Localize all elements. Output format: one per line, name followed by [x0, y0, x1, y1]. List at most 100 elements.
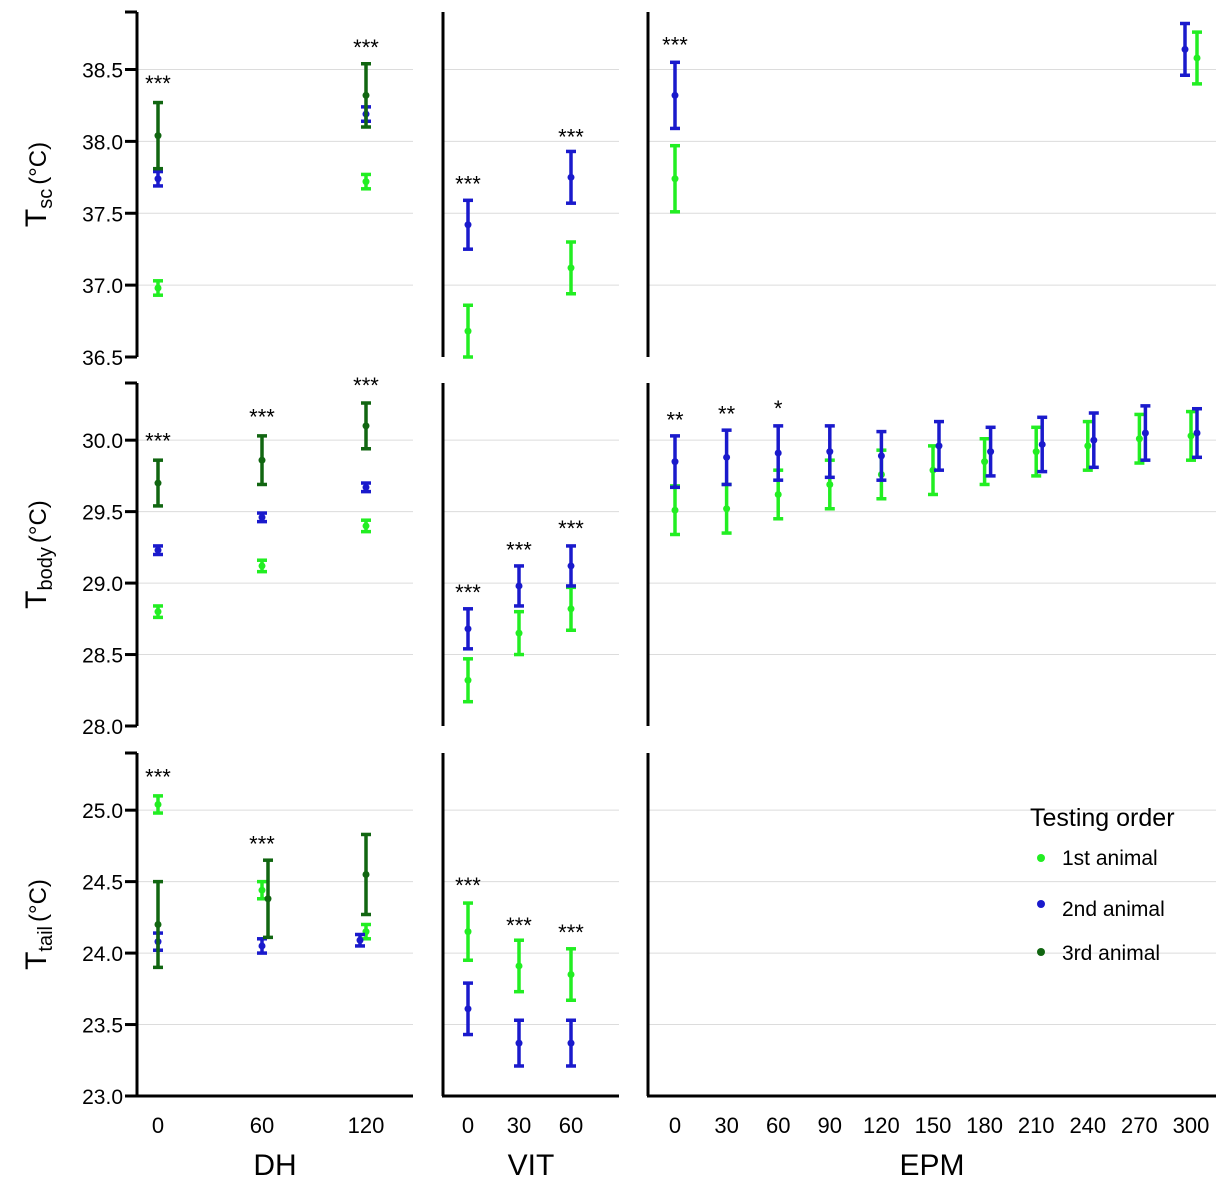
- y-axis-label-sub: body: [35, 547, 57, 590]
- significance-annotation-12: **: [718, 402, 736, 427]
- point-1st-animal-Tsc-VIT-0: [464, 327, 472, 335]
- point-1st-animal-Tbody-VIT-30: [515, 629, 523, 637]
- significance-annotation-3: ***: [558, 124, 584, 149]
- point-1st-animal-Tbody-EPM-60: [774, 490, 782, 498]
- y-tick-label-Tsc-3: 38.0: [82, 131, 123, 154]
- y-tick-label-Tbody-3: 29.5: [82, 502, 123, 525]
- point-3rd-animal-Tsc-DH-120: [362, 91, 370, 99]
- x-tick-label-EPM-8: 240: [1069, 1113, 1106, 1138]
- x-tick-label-EPM-5: 150: [915, 1113, 952, 1138]
- y-tick-label-Tbody-2: 29.0: [82, 573, 123, 596]
- y-tick-label-Ttail-2: 24.0: [82, 943, 123, 966]
- point-2nd-animal-Tbody-EPM-150: [935, 442, 943, 450]
- y-axis-label-main: T: [20, 209, 53, 227]
- point-1st-animal-Tsc-DH-0: [154, 284, 162, 292]
- y-tick-label-Ttail-4: 25.0: [82, 800, 123, 823]
- point-2nd-animal-Tbody-EPM-60: [774, 449, 782, 457]
- point-1st-animal-Tbody-DH-120: [362, 522, 370, 530]
- y-axis-label-unit: (°C): [25, 500, 52, 543]
- point-3rd-animal-Tsc-DH-0: [154, 132, 162, 140]
- point-3rd-animal-Ttail-DH-0: [154, 921, 162, 928]
- point-2nd-animal-Tbody-DH-120: [362, 483, 370, 491]
- point-1st-animal-Tbody-VIT-60: [567, 605, 575, 613]
- point-3rd-animal-Ttail-DH-60: [264, 895, 272, 903]
- y-axis-label-unit: (°C): [25, 879, 52, 922]
- x-axis-label-DH: DH: [253, 1149, 296, 1178]
- grid-layer: [137, 69, 1216, 1026]
- point-1st-animal-Tbody-EPM-210: [1032, 448, 1040, 456]
- significance-annotation-1: ***: [353, 35, 379, 60]
- point-1st-animal-Tbody-EPM-270: [1135, 435, 1143, 443]
- y-axis-label-main: T: [20, 952, 53, 970]
- significance-annotation-10: ***: [558, 516, 584, 541]
- point-2nd-animal-Tbody-EPM-300: [1193, 429, 1201, 437]
- point-2nd-animal-Tbody-EPM-90: [826, 448, 834, 456]
- y-tick-label-Tsc-1: 37.0: [82, 275, 123, 298]
- point-2nd-animal-Tbody-EPM-180: [987, 448, 995, 456]
- y-tick-label-Tbody-4: 30.0: [82, 430, 123, 453]
- point-1st-animal-Ttail-VIT-60: [567, 971, 575, 979]
- x-tick-label-EPM-10: 300: [1173, 1113, 1210, 1138]
- legend-marker-2nd: [1037, 900, 1045, 908]
- point-1st-animal-Tbody-EPM-0: [671, 506, 679, 514]
- point-1st-animal-Tbody-EPM-30: [723, 505, 731, 513]
- point-2nd-animal-Ttail-VIT-0: [464, 1005, 472, 1013]
- legend-marker-3rd: [1037, 948, 1045, 956]
- point-1st-animal-Tbody-DH-60: [258, 562, 266, 570]
- significance-annotation-8: ***: [455, 580, 481, 605]
- point-3rd-animal-Ttail-DH-120: [362, 870, 370, 878]
- y-axis-label-Ttail: Ttail (°C): [20, 879, 57, 970]
- x-tick-label-EPM-2: 60: [766, 1113, 790, 1138]
- significance-annotation-17: ***: [506, 913, 532, 938]
- point-1st-animal-Tbody-EPM-240: [1084, 442, 1092, 450]
- point-1st-animal-Tsc-VIT-60: [567, 264, 575, 272]
- point-2nd-animal-Tbody-EPM-210: [1038, 440, 1046, 448]
- x-tick-label-EPM-4: 120: [863, 1113, 900, 1138]
- point-2nd-animal-Ttail-DH-60: [258, 942, 266, 950]
- point-2nd-animal-Tbody-EPM-120: [877, 452, 885, 460]
- point-1st-animal-Ttail-DH-60: [258, 886, 266, 894]
- point-2nd-animal-Tbody-DH-60: [258, 513, 266, 521]
- x-axis-label-EPM: EPM: [899, 1149, 964, 1178]
- point-1st-animal-Tbody-EPM-180: [981, 458, 989, 466]
- point-2nd-animal-Tbody-EPM-0: [671, 458, 679, 466]
- x-tick-label-DH-0: 0: [152, 1113, 164, 1138]
- y-tick-label-Tsc-2: 37.5: [82, 203, 123, 226]
- point-1st-animal-Tbody-EPM-300: [1187, 432, 1195, 440]
- significance-annotation-2: ***: [455, 172, 481, 197]
- significance-annotation-4: ***: [662, 32, 688, 57]
- significance-annotation-0: ***: [145, 71, 171, 96]
- point-1st-animal-Ttail-VIT-0: [464, 928, 472, 936]
- y-tick-label-Tbody-1: 28.5: [82, 645, 123, 668]
- legend-title: Testing order: [1030, 804, 1175, 832]
- y-axis-label-sub: tail: [35, 926, 57, 952]
- point-2nd-animal-Tbody-VIT-30: [515, 582, 523, 590]
- point-2nd-animal-Tbody-EPM-30: [723, 453, 731, 461]
- x-tick-label-EPM-1: 30: [714, 1113, 738, 1138]
- y-tick-label-Tsc-0: 36.5: [82, 347, 123, 370]
- significance-annotation-18: ***: [558, 920, 584, 945]
- significance-annotation-14: ***: [145, 764, 171, 789]
- point-2nd-animal-Tbody-VIT-0: [464, 625, 472, 633]
- point-1st-animal-Tbody-EPM-90: [826, 480, 834, 488]
- legend-marker-1st: [1037, 854, 1045, 862]
- x-tick-label-DH-1: 60: [250, 1113, 274, 1138]
- point-2nd-animal-Tsc-EPM-0: [671, 91, 679, 99]
- point-1st-animal-Tsc-EPM-0: [671, 175, 679, 183]
- legend-label-3rd: 3rd animal: [1062, 942, 1160, 965]
- point-1st-animal-Ttail-DH-0: [154, 800, 162, 808]
- point-1st-animal-Tsc-DH-120: [362, 178, 370, 186]
- point-1st-animal-Tbody-VIT-0: [464, 676, 472, 684]
- point-2nd-animal-Tsc-DH-0: [154, 175, 162, 183]
- point-3rd-animal-Tbody-DH-120: [362, 422, 370, 430]
- axes-layer: [125, 10, 1216, 1098]
- x-axis-label-VIT: VIT: [508, 1149, 555, 1178]
- y-tick-label-Tbody-0: 28.0: [82, 716, 123, 739]
- significance-annotation-7: ***: [353, 373, 379, 398]
- point-2nd-animal-Ttail-VIT-60: [567, 1039, 575, 1047]
- point-1st-animal-Tsc-EPM-300: [1193, 54, 1201, 62]
- labels-layer: 36.5 37.0 37.5 38.0 38.5 Tsc (°C) 28.0 28.5 29.0 2…: [20, 32, 1209, 1178]
- y-axis-label-Tsc: Tsc (°C): [20, 142, 57, 227]
- x-tick-label-EPM-9: 270: [1121, 1113, 1158, 1138]
- point-2nd-animal-Tbody-DH-0: [154, 546, 162, 554]
